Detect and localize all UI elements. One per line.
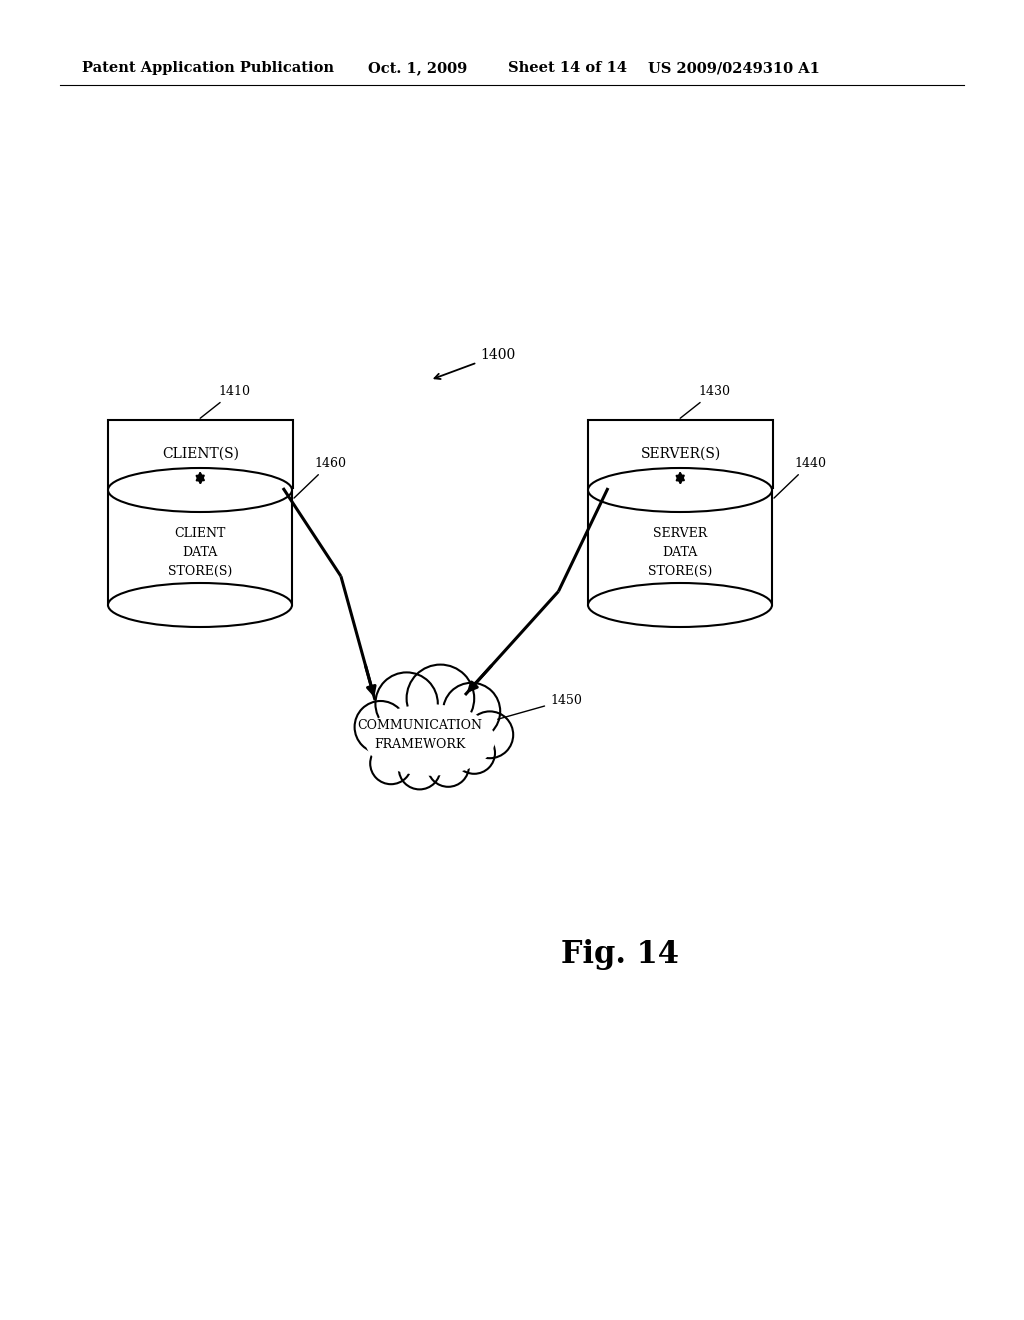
Circle shape — [354, 701, 407, 752]
Text: CLIENT(S): CLIENT(S) — [162, 447, 239, 461]
Ellipse shape — [588, 469, 772, 512]
Circle shape — [376, 672, 438, 735]
Bar — [588, 490, 772, 605]
Circle shape — [407, 664, 474, 733]
Text: COMMUNICATION
FRAMEWORK: COMMUNICATION FRAMEWORK — [357, 719, 482, 751]
Text: 1400: 1400 — [434, 348, 515, 379]
Ellipse shape — [108, 469, 292, 512]
Text: US 2009/0249310 A1: US 2009/0249310 A1 — [648, 61, 820, 75]
Circle shape — [427, 746, 469, 787]
Circle shape — [466, 711, 513, 758]
Text: 1440: 1440 — [774, 457, 826, 498]
Text: Patent Application Publication: Patent Application Publication — [82, 61, 334, 75]
Text: 1460: 1460 — [294, 457, 346, 498]
Text: 1450: 1450 — [498, 693, 582, 719]
Bar — [588, 420, 773, 488]
Text: SERVER
DATA
STORE(S): SERVER DATA STORE(S) — [648, 527, 712, 578]
Circle shape — [443, 682, 500, 741]
Bar — [108, 420, 293, 488]
Circle shape — [398, 748, 440, 789]
Text: 1430: 1430 — [680, 385, 730, 418]
Ellipse shape — [588, 583, 772, 627]
Ellipse shape — [365, 705, 495, 776]
Text: SERVER(S): SERVER(S) — [640, 447, 721, 461]
Bar — [108, 490, 292, 605]
Text: Fig. 14: Fig. 14 — [561, 940, 679, 970]
Circle shape — [454, 733, 495, 774]
Ellipse shape — [108, 583, 292, 627]
Text: CLIENT
DATA
STORE(S): CLIENT DATA STORE(S) — [168, 527, 232, 578]
Text: 1410: 1410 — [200, 385, 250, 418]
Text: Sheet 14 of 14: Sheet 14 of 14 — [508, 61, 627, 75]
Circle shape — [371, 743, 412, 784]
Text: Oct. 1, 2009: Oct. 1, 2009 — [368, 61, 467, 75]
